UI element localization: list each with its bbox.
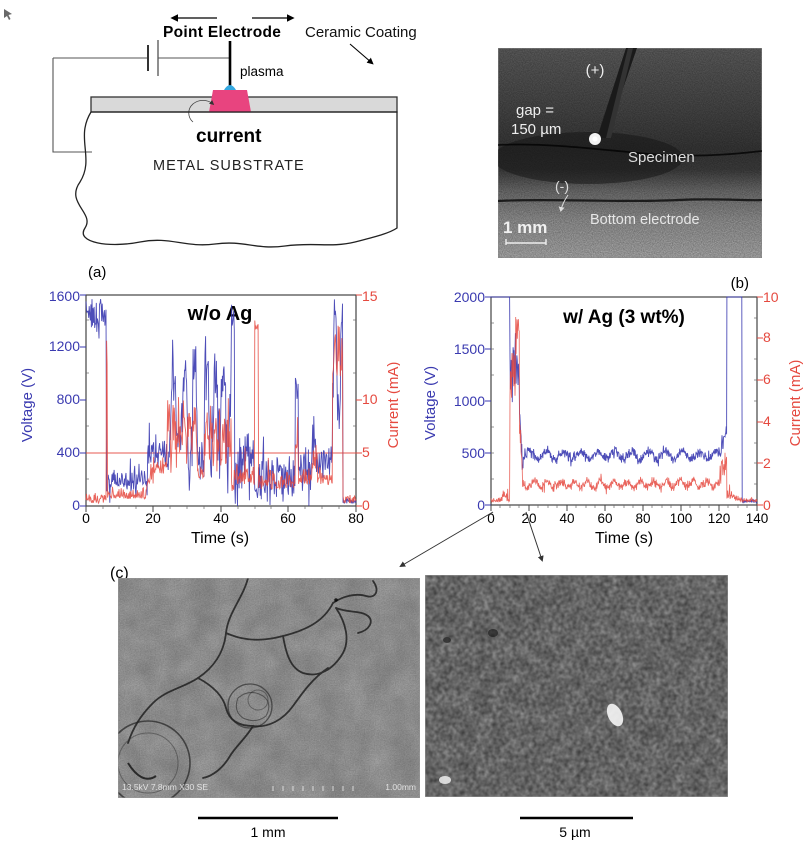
svg-text:140: 140 xyxy=(746,511,769,526)
svg-text:Bottom electrode: Bottom electrode xyxy=(590,212,700,228)
svg-text:60: 60 xyxy=(280,510,296,526)
svg-text:1 mm: 1 mm xyxy=(503,218,547,237)
svg-text:80: 80 xyxy=(348,510,364,526)
svg-text:0: 0 xyxy=(72,497,80,513)
svg-text:8: 8 xyxy=(763,329,771,345)
svg-text:w/ Ag (3 wt%): w/ Ag (3 wt%) xyxy=(562,307,685,328)
svg-text:500: 500 xyxy=(462,445,486,461)
svg-text:Voltage (V): Voltage (V) xyxy=(422,366,439,440)
svg-text:Voltage (V): Voltage (V) xyxy=(19,368,36,442)
svg-text:400: 400 xyxy=(57,444,81,460)
svg-text:(a): (a) xyxy=(88,264,106,281)
svg-text:2: 2 xyxy=(763,455,771,471)
svg-text:Current (mA): Current (mA) xyxy=(787,360,804,447)
svg-text:5 µm: 5 µm xyxy=(559,824,590,840)
svg-text:Current (mA): Current (mA) xyxy=(385,362,400,449)
svg-text:15: 15 xyxy=(362,288,378,304)
svg-text:Specimen: Specimen xyxy=(628,149,695,166)
svg-text:40: 40 xyxy=(213,510,229,526)
svg-text:1 mm: 1 mm xyxy=(251,824,286,840)
svg-text:0: 0 xyxy=(477,497,485,513)
svg-text:gap =: gap = xyxy=(516,102,554,119)
svg-text:1600: 1600 xyxy=(49,288,80,304)
svg-text:80: 80 xyxy=(635,511,650,526)
svg-text:(+): (+) xyxy=(586,62,605,79)
svg-text:40: 40 xyxy=(559,511,574,526)
svg-text:Time (s): Time (s) xyxy=(191,530,249,547)
svg-text:1500: 1500 xyxy=(454,341,485,357)
svg-text:10: 10 xyxy=(362,391,378,407)
svg-text:4: 4 xyxy=(763,413,771,429)
svg-text:150 µm: 150 µm xyxy=(511,121,561,138)
svg-text:METAL SUBSTRATE: METAL SUBSTRATE xyxy=(153,158,305,174)
svg-text:current: current xyxy=(196,126,262,147)
svg-text:(b): (b) xyxy=(731,275,749,292)
svg-text:2000: 2000 xyxy=(454,289,485,305)
svg-text:0: 0 xyxy=(82,510,90,526)
svg-text:10: 10 xyxy=(763,289,779,305)
svg-text:60: 60 xyxy=(597,511,612,526)
svg-text:1200: 1200 xyxy=(49,338,80,354)
svg-text:6: 6 xyxy=(763,371,771,387)
svg-text:1.00mm: 1.00mm xyxy=(385,782,416,792)
svg-text:Time (s): Time (s) xyxy=(595,530,653,547)
svg-text:Ceramic Coating: Ceramic Coating xyxy=(305,24,417,41)
svg-text:5: 5 xyxy=(362,444,370,460)
svg-text:1000: 1000 xyxy=(454,393,485,409)
svg-text:20: 20 xyxy=(521,511,536,526)
svg-text:plasma: plasma xyxy=(240,64,284,79)
svg-text:(-): (-) xyxy=(555,178,569,194)
svg-text:20: 20 xyxy=(145,510,161,526)
svg-text:800: 800 xyxy=(57,391,81,407)
svg-text:Point Electrode: Point Electrode xyxy=(163,24,281,41)
svg-text:120: 120 xyxy=(708,511,731,526)
svg-text:100: 100 xyxy=(670,511,693,526)
svg-text:13.5kV 7.8mm X30 SE: 13.5kV 7.8mm X30 SE xyxy=(122,782,208,792)
svg-text:w/o Ag: w/o Ag xyxy=(187,303,253,325)
